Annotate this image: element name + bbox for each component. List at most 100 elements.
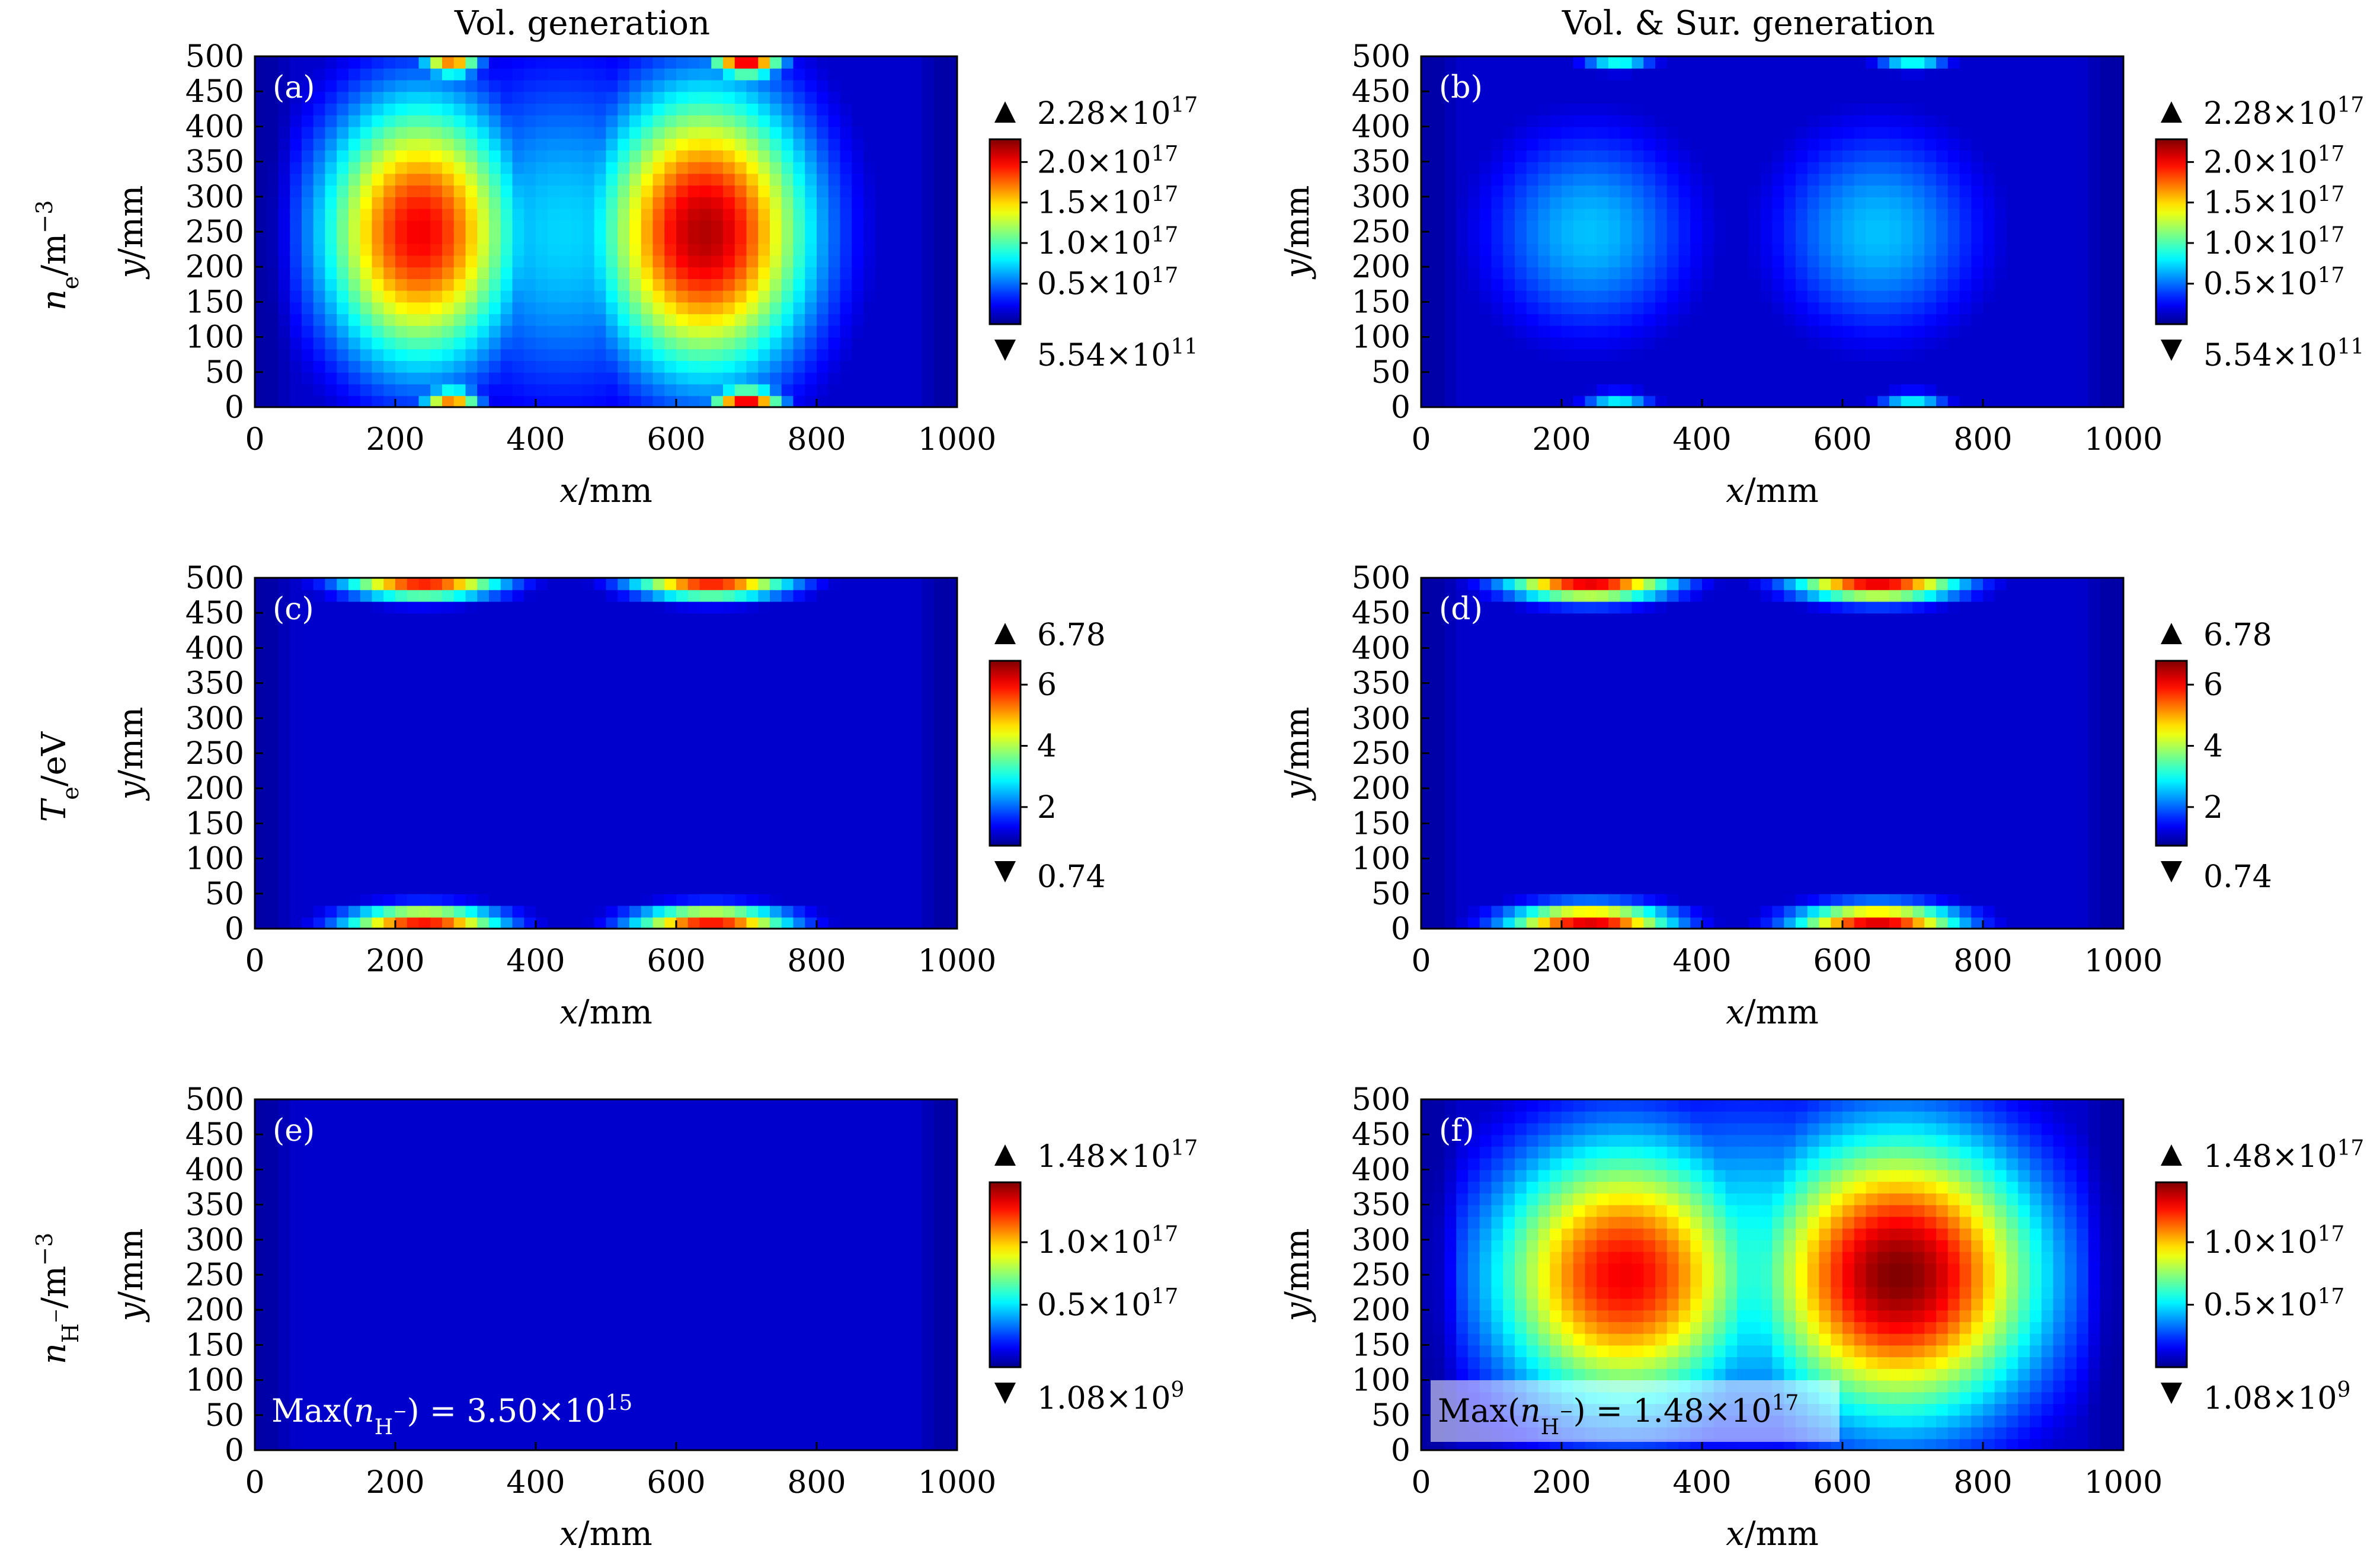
heatmap-cell xyxy=(933,68,946,81)
heatmap-cell xyxy=(559,138,572,151)
heatmap-cell xyxy=(1503,278,1515,291)
heatmap-cell xyxy=(1807,114,1820,127)
heatmap-cell xyxy=(863,395,876,407)
heatmap-cell xyxy=(477,730,490,743)
heatmap-cell xyxy=(372,255,385,268)
heatmap-cell xyxy=(1760,232,1773,244)
heatmap-cell xyxy=(805,314,817,326)
heatmap-cell xyxy=(1432,383,1445,396)
heatmap-cell xyxy=(641,788,654,801)
heatmap-cell xyxy=(664,372,677,385)
heatmap-cell xyxy=(852,325,864,338)
heatmap-cell xyxy=(606,208,619,221)
heatmap-cell xyxy=(887,220,900,232)
heatmap-cell xyxy=(618,753,630,766)
heatmap-cell xyxy=(652,730,666,743)
heatmap-cell xyxy=(594,648,607,661)
heatmap-cell xyxy=(583,905,595,918)
heatmap-cell xyxy=(898,325,911,338)
heatmap-cell xyxy=(711,858,724,871)
heatmap-cell xyxy=(1702,185,1714,197)
heatmap-cell xyxy=(1468,302,1480,315)
heatmap-cell xyxy=(1831,302,1843,315)
heatmap-cell xyxy=(360,636,373,649)
heatmap-cell xyxy=(418,706,431,719)
heatmap-cell xyxy=(746,601,759,614)
heatmap-cell xyxy=(1831,173,1843,186)
heatmap-cell xyxy=(302,905,314,918)
heatmap-cell xyxy=(664,788,677,801)
heatmap-cell xyxy=(1597,232,1609,244)
heatmap-cell xyxy=(453,753,466,766)
heatmap-cell xyxy=(1678,185,1691,197)
heatmap-cell xyxy=(1760,138,1773,151)
heatmap-cell xyxy=(1597,348,1609,362)
heatmap-cell xyxy=(395,764,408,778)
heatmap-cell xyxy=(348,636,361,649)
heatmap-cell xyxy=(746,624,759,637)
heatmap-cell xyxy=(2112,278,2123,291)
heatmap-cell xyxy=(863,196,876,209)
heatmap-cell xyxy=(2077,278,2089,291)
heatmap-cell xyxy=(1866,196,1879,209)
heatmap-cell xyxy=(1562,126,1574,139)
heatmap-cell xyxy=(1901,255,1914,268)
heatmap-cell xyxy=(278,741,291,754)
heatmap-cell xyxy=(302,764,314,778)
heatmap-cell xyxy=(618,730,630,743)
heatmap-cell xyxy=(1643,161,1656,174)
heatmap-cell xyxy=(828,149,841,162)
heatmap-cell xyxy=(1854,114,1867,127)
heatmap-cell xyxy=(641,846,654,859)
heatmap-cell xyxy=(372,314,385,326)
heatmap-cell xyxy=(418,624,431,637)
heatmap-cell xyxy=(536,149,548,162)
heatmap-cell xyxy=(547,788,560,801)
heatmap-cell xyxy=(337,788,349,801)
x-tick-label: 0 xyxy=(1411,422,1431,458)
heatmap-cell xyxy=(1620,232,1633,244)
heatmap-cell xyxy=(1971,114,1984,127)
heatmap-cell xyxy=(676,870,689,883)
heatmap-cell xyxy=(559,788,572,801)
heatmap-cell xyxy=(1831,383,1843,396)
heatmap-cell xyxy=(313,360,326,373)
heatmap-cell xyxy=(734,846,747,859)
heatmap-cell xyxy=(559,360,572,373)
heatmap-cell xyxy=(313,395,326,407)
heatmap-cell xyxy=(641,383,654,396)
heatmap-cell xyxy=(255,776,267,789)
heatmap-cell xyxy=(664,243,677,256)
heatmap-cell xyxy=(489,91,501,104)
heatmap-cell xyxy=(2053,173,2066,186)
heatmap-cell xyxy=(1854,337,1867,350)
heatmap-cell xyxy=(793,290,806,303)
heatmap-cell xyxy=(372,648,385,661)
heatmap-cell xyxy=(629,846,642,859)
heatmap-cell xyxy=(734,220,747,232)
heatmap-cell xyxy=(1737,372,1749,385)
heatmap-cell xyxy=(1620,348,1633,362)
heatmap-cell xyxy=(348,220,361,232)
heatmap-cell xyxy=(1912,290,1925,303)
heatmap-cell xyxy=(887,395,900,407)
heatmap-cell xyxy=(910,126,923,139)
heatmap-cell xyxy=(372,149,385,162)
heatmap-cell xyxy=(1632,278,1645,291)
heatmap-cell xyxy=(1456,196,1469,209)
heatmap-cell xyxy=(266,267,279,279)
heatmap-cell xyxy=(2100,290,2113,303)
heatmap-cell xyxy=(711,314,724,326)
heatmap-cell xyxy=(1807,56,1820,69)
heatmap-cell xyxy=(734,741,747,754)
heatmap-cell xyxy=(465,220,478,232)
heatmap-cell xyxy=(711,302,724,315)
heatmap-cell xyxy=(1713,68,1726,81)
heatmap-cell xyxy=(453,208,466,221)
heatmap-cell xyxy=(723,68,735,81)
heatmap-cell xyxy=(1749,325,1761,338)
heatmap-cell xyxy=(266,185,279,197)
heatmap-cell xyxy=(559,601,572,614)
heatmap-cell xyxy=(266,138,279,151)
heatmap-cell xyxy=(687,161,700,174)
